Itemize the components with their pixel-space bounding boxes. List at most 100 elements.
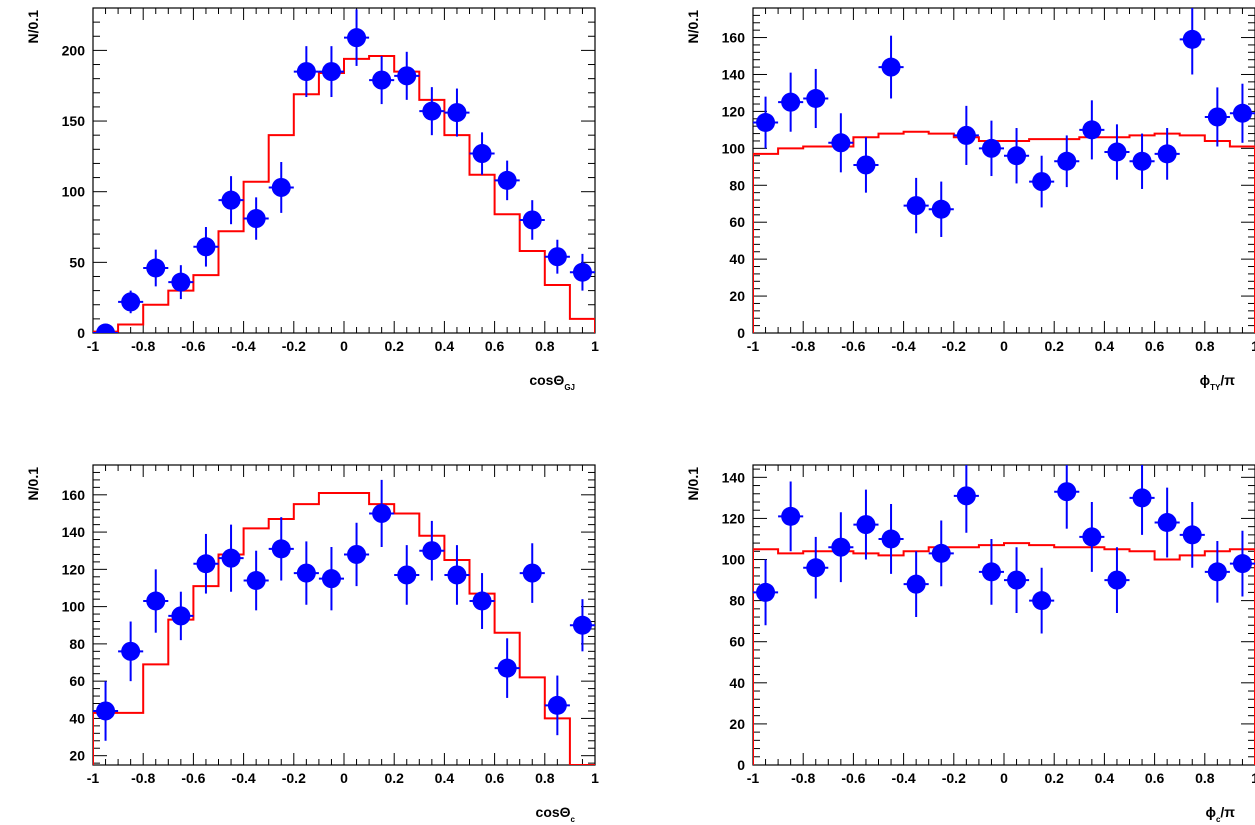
data-point: [806, 88, 826, 108]
x-tick-label: 0.6: [1145, 338, 1165, 354]
data-point: [347, 544, 367, 564]
data-point: [121, 641, 141, 661]
y-tick-label: 80: [69, 636, 85, 652]
data-point: [956, 486, 976, 506]
y-tick-label: 20: [729, 716, 745, 732]
x-tick-label: -1: [87, 338, 100, 354]
data-point: [547, 695, 567, 715]
y-tick-label: 140: [722, 469, 746, 485]
y-tick-label: 100: [62, 599, 86, 615]
data-point: [196, 554, 216, 574]
data-point: [221, 548, 241, 568]
data-point: [372, 70, 392, 90]
x-axis-title-subscript: c: [1216, 815, 1221, 824]
data-point: [1182, 525, 1202, 545]
data-point: [981, 562, 1001, 582]
data-point: [171, 606, 191, 626]
data-point: [781, 92, 801, 112]
x-tick-label: 0.4: [1095, 770, 1115, 786]
x-axis-title-main: cosΘ: [529, 372, 564, 388]
data-point: [296, 563, 316, 583]
data-point: [756, 112, 776, 132]
x-tick-label: -0.4: [232, 770, 256, 786]
plot-content: [753, 465, 1255, 765]
panel-phi-ty: -1 -0.8 -0.6 -0.4 -0.2 0 0.2 0.4 0.6 0.8 1 0 20 40 60 8…: [685, 7, 1255, 392]
data-point: [547, 247, 567, 267]
x-tick-label: 0.8: [535, 338, 555, 354]
x-tick-label: 0: [1000, 770, 1008, 786]
data-point: [1107, 570, 1127, 590]
plot-content: [93, 479, 595, 765]
x-tick-label: 1: [591, 338, 599, 354]
x-tick-label: -0.6: [841, 338, 865, 354]
x-tick-label: -0.8: [131, 338, 155, 354]
x-axis-title: cosΘGJ: [529, 372, 575, 392]
y-tick-label: 20: [729, 288, 745, 304]
model-histogram-line: [753, 130, 1255, 333]
x-tick-label: -1: [747, 338, 760, 354]
x-axis-title-suffix: /π: [1220, 372, 1235, 388]
x-tick-label: -0.2: [282, 338, 306, 354]
y-tick-label: 80: [729, 177, 745, 193]
x-tick-label: 1: [1251, 338, 1255, 354]
model-histogram-line: [93, 55, 595, 333]
y-tick-label: 160: [62, 487, 86, 503]
data-point: [881, 57, 901, 77]
data-point: [171, 272, 191, 292]
plot-content: [93, 9, 595, 333]
x-tick-label: -0.8: [791, 338, 815, 354]
x-tick-label: 0: [340, 770, 348, 786]
x-tick-label: 0.2: [1044, 770, 1064, 786]
y-tick-label: 0: [77, 325, 85, 341]
data-point: [146, 591, 166, 611]
x-tick-label: 0.4: [1095, 338, 1115, 354]
data-point: [472, 591, 492, 611]
data-point: [1132, 488, 1152, 508]
data-point: [572, 615, 592, 635]
x-axis-title-suffix: /π: [1220, 804, 1235, 820]
y-tick-label: 140: [62, 524, 86, 540]
y-tick-label: 0: [737, 757, 745, 773]
data-point: [246, 571, 266, 591]
data-point: [397, 66, 417, 86]
x-tick-label: 0.2: [1044, 338, 1064, 354]
y-tick-label: 150: [62, 113, 86, 129]
y-tick-label: 120: [722, 103, 746, 119]
data-point: [497, 658, 517, 678]
y-axis-title: N/0.1: [685, 10, 701, 44]
x-tick-label: -0.4: [892, 770, 916, 786]
data-point: [931, 543, 951, 563]
data-point: [447, 565, 467, 585]
x-axis-title-main: cosΘ: [536, 804, 571, 820]
x-tick-label: 0.2: [384, 770, 404, 786]
data-point: [1157, 144, 1177, 164]
data-point: [1132, 151, 1152, 171]
data-point: [1207, 562, 1227, 582]
x-tick-label: -0.6: [181, 770, 205, 786]
x-tick-label: -0.4: [232, 338, 256, 354]
x-axis-title: ϕTY/π: [1200, 372, 1236, 392]
data-point: [422, 101, 442, 121]
x-tick-label: -0.2: [942, 338, 966, 354]
data-point: [906, 196, 926, 216]
x-tick-label: -1: [87, 770, 100, 786]
data-point: [1157, 513, 1177, 533]
data-point: [522, 563, 542, 583]
data-point: [146, 258, 166, 278]
data-point: [196, 237, 216, 257]
model-histogram-line: [93, 491, 595, 765]
x-tick-label: 1: [591, 770, 599, 786]
y-axis-title: N/0.1: [25, 467, 41, 501]
data-point: [806, 558, 826, 578]
data-point: [1057, 482, 1077, 502]
data-point: [347, 28, 367, 48]
x-tick-label: -0.6: [181, 338, 205, 354]
x-axis-title-subscript: TY: [1210, 383, 1221, 392]
x-tick-label: 1: [1251, 770, 1255, 786]
y-axis-title: N/0.1: [685, 467, 701, 501]
data-point: [906, 574, 926, 594]
data-point: [931, 199, 951, 219]
data-point: [1107, 142, 1127, 162]
x-tick-label: 0: [340, 338, 348, 354]
